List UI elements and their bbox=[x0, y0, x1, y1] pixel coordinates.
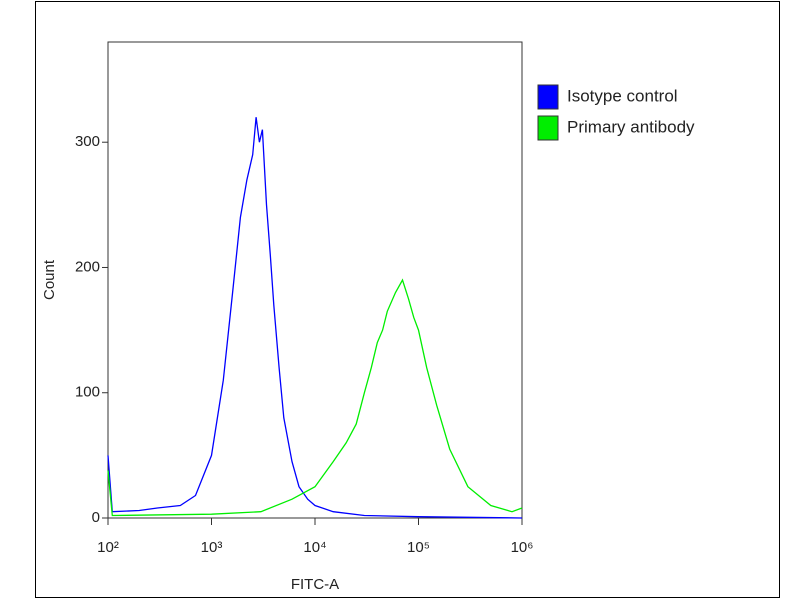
legend-label: Primary antibody bbox=[567, 117, 695, 136]
legend-swatch bbox=[537, 115, 559, 141]
y-tick-label: 300 bbox=[75, 133, 100, 150]
histogram-line bbox=[107, 278, 523, 517]
frame bbox=[35, 1, 780, 598]
y-axis-label: Count bbox=[41, 259, 58, 300]
x-tick-label: 10⁴ bbox=[303, 539, 326, 556]
legend-label: Isotype control bbox=[567, 86, 678, 105]
y-tick-label: 200 bbox=[75, 258, 100, 275]
histogram-line bbox=[107, 117, 523, 519]
plot-border bbox=[107, 41, 523, 519]
x-tick-label: 10⁶ bbox=[511, 539, 534, 556]
x-tick-label: 10⁵ bbox=[407, 539, 430, 556]
y-tick-label: 0 bbox=[92, 509, 100, 526]
x-axis-label: FITC-A bbox=[291, 576, 339, 593]
legend-swatch bbox=[537, 84, 559, 110]
x-tick-label: 10² bbox=[97, 539, 119, 556]
y-tick-label: 100 bbox=[75, 384, 100, 401]
x-tick-label: 10³ bbox=[201, 539, 223, 556]
